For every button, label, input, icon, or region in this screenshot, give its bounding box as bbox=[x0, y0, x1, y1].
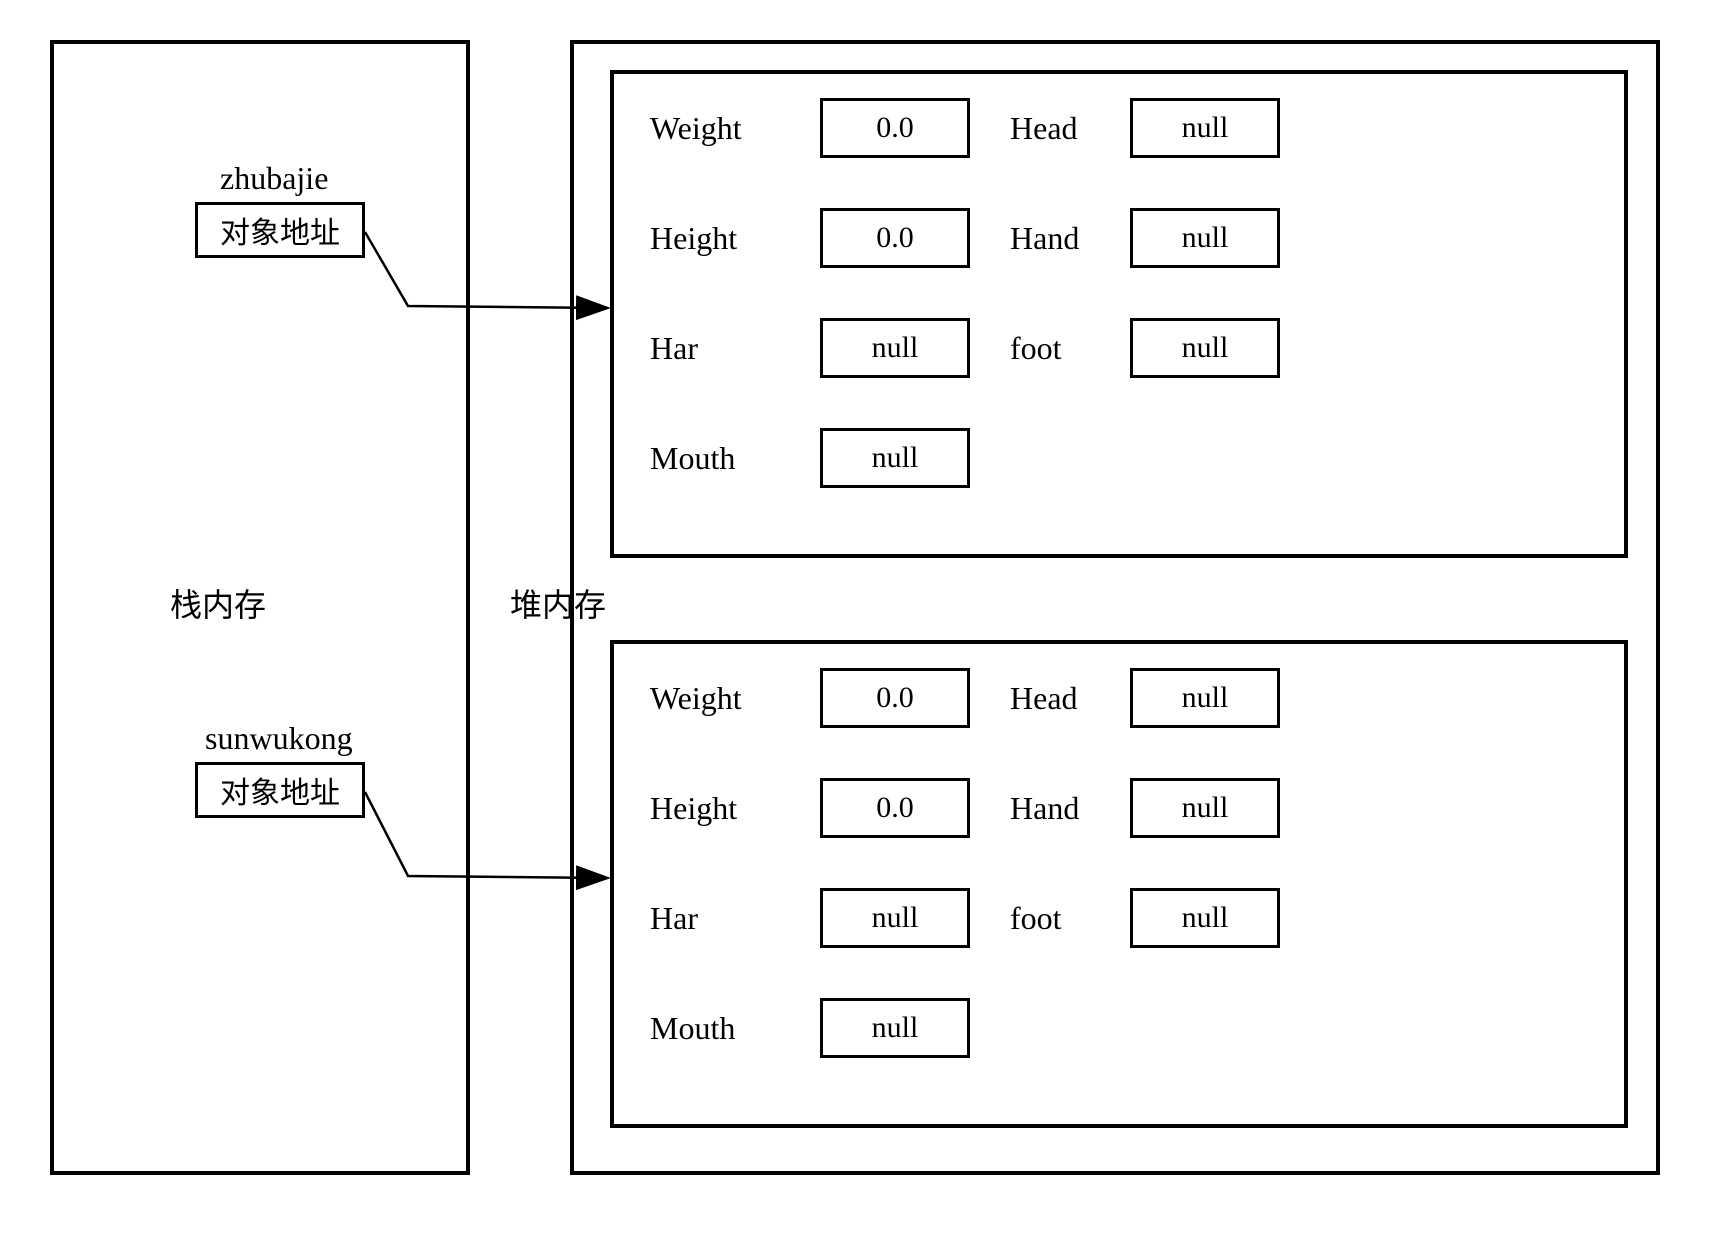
heap-object-1 bbox=[610, 640, 1628, 1128]
field-label-0-2: Har bbox=[650, 330, 698, 367]
ref-sunwukong-address-label: 对象地址 bbox=[220, 768, 340, 812]
field-label-1-2: Har bbox=[650, 900, 698, 937]
ref-zhubajie-name: zhubajie bbox=[220, 160, 328, 197]
stack-memory-title: 栈内存 bbox=[170, 580, 266, 626]
field-value-1-6: null bbox=[1130, 888, 1280, 948]
field-value-1-0: 0.0 bbox=[820, 668, 970, 728]
field-label-1-1: Height bbox=[650, 790, 737, 827]
field-label-0-4: Head bbox=[1010, 110, 1078, 147]
field-value-1-4: null bbox=[1130, 668, 1280, 728]
field-value-0-1: 0.0 bbox=[820, 208, 970, 268]
heap-object-0 bbox=[610, 70, 1628, 558]
field-label-0-6: foot bbox=[1010, 330, 1062, 367]
ref-sunwukong-address-box: 对象地址 bbox=[195, 762, 365, 818]
field-value-0-6: null bbox=[1130, 318, 1280, 378]
field-value-0-0: 0.0 bbox=[820, 98, 970, 158]
field-value-0-4: null bbox=[1130, 98, 1280, 158]
field-label-0-0: Weight bbox=[650, 110, 742, 147]
field-label-1-5: Hand bbox=[1010, 790, 1079, 827]
field-label-0-5: Hand bbox=[1010, 220, 1079, 257]
heap-memory-title: 堆内存 bbox=[510, 580, 606, 626]
ref-zhubajie-address-label: 对象地址 bbox=[220, 208, 340, 252]
ref-zhubajie-address-box: 对象地址 bbox=[195, 202, 365, 258]
field-value-0-3: null bbox=[820, 428, 970, 488]
field-value-0-5: null bbox=[1130, 208, 1280, 268]
field-value-1-5: null bbox=[1130, 778, 1280, 838]
field-label-1-0: Weight bbox=[650, 680, 742, 717]
field-label-1-3: Mouth bbox=[650, 1010, 735, 1047]
ref-sunwukong-name: sunwukong bbox=[205, 720, 353, 757]
field-value-1-1: 0.0 bbox=[820, 778, 970, 838]
field-label-1-6: foot bbox=[1010, 900, 1062, 937]
field-value-1-2: null bbox=[820, 888, 970, 948]
field-value-1-3: null bbox=[820, 998, 970, 1058]
field-label-0-1: Height bbox=[650, 220, 737, 257]
field-label-0-3: Mouth bbox=[650, 440, 735, 477]
field-value-0-2: null bbox=[820, 318, 970, 378]
field-label-1-4: Head bbox=[1010, 680, 1078, 717]
